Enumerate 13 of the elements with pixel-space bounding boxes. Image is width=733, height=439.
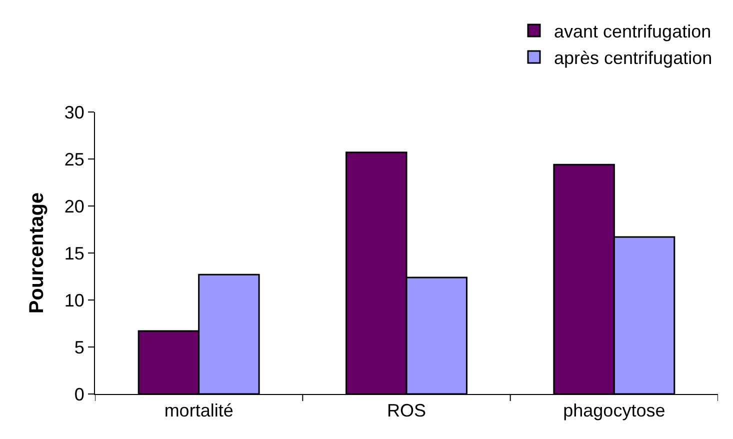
y-tick-label: 5 [74,337,84,358]
y-tick-label: 25 [64,149,84,170]
y-tick-label: 10 [64,290,84,310]
x-tick-label: phagocytose [563,400,666,421]
legend-label: après centrifugation [554,48,712,68]
y-tick-label: 20 [64,196,84,216]
y-tick-label: 30 [64,102,84,122]
legend-label: avant centrifugation [554,22,712,42]
x-tick-label: ROS [386,400,426,421]
y-axis-title: Pourcentage [26,192,48,314]
x-tick-label: mortalité [164,400,234,421]
y-tick-label: 15 [64,243,84,264]
y-tick-label: 0 [74,384,84,404]
